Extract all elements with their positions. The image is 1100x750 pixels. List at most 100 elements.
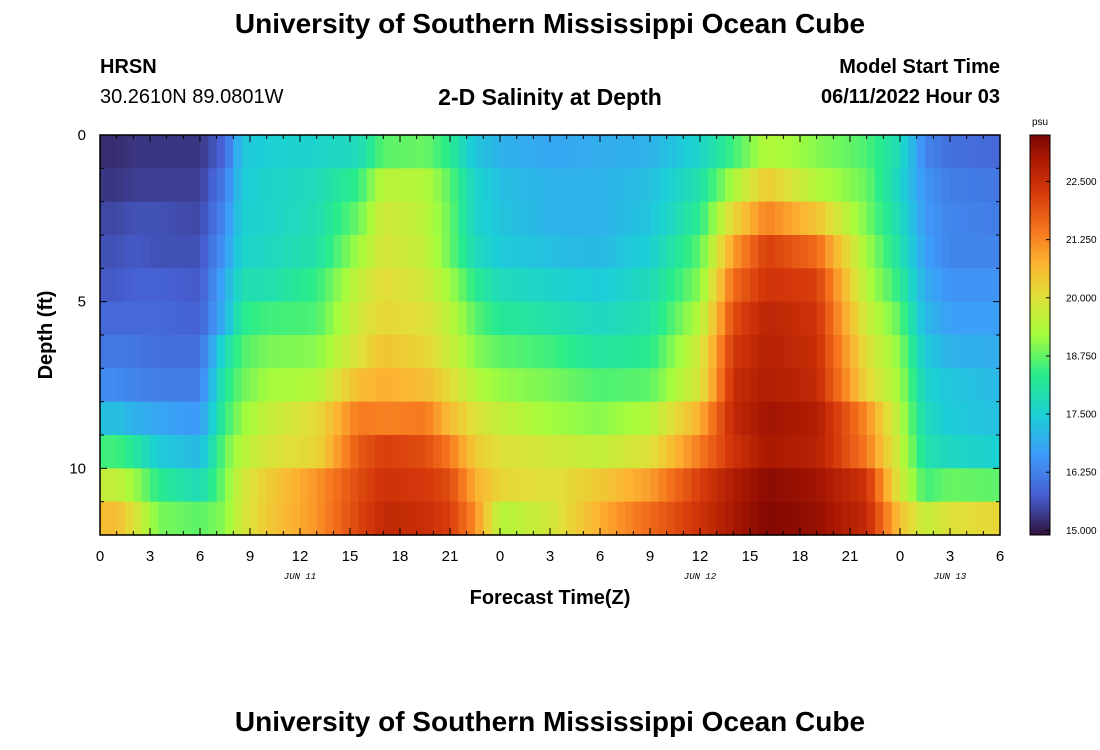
- heatmap-cell: [741, 368, 751, 403]
- heatmap-cell: [133, 335, 143, 369]
- heatmap-cell: [133, 268, 143, 303]
- heatmap-cell: [908, 368, 918, 403]
- heatmap-cell: [741, 335, 751, 369]
- heatmap-cell: [708, 335, 718, 369]
- heatmap-cell: [125, 501, 134, 536]
- heatmap-cell: [525, 301, 534, 336]
- heatmap-cell: [800, 301, 809, 336]
- heatmap-cell: [641, 168, 651, 203]
- heatmap-cell: [291, 135, 301, 169]
- heatmap-cell: [300, 501, 309, 536]
- heatmap-cell: [383, 401, 393, 436]
- heatmap-cell: [941, 368, 951, 403]
- x-tick-label: 6: [996, 548, 1004, 565]
- heatmap-cell: [591, 401, 601, 436]
- heatmap-cell: [800, 168, 809, 203]
- heatmap-cell: [766, 201, 776, 236]
- colorbar-tick-label: 21.250: [1066, 235, 1097, 246]
- heatmap-cell: [725, 168, 734, 203]
- heatmap-cell: [908, 301, 918, 336]
- heatmap-cell: [341, 401, 351, 436]
- heatmap-cell: [833, 335, 843, 369]
- heatmap-cell: [100, 235, 109, 269]
- heatmap-cell: [750, 368, 759, 403]
- heatmap-cell: [708, 468, 718, 503]
- heatmap-cell: [941, 201, 951, 236]
- heatmap-cell: [325, 168, 334, 203]
- heatmap-cell: [808, 235, 818, 269]
- heatmap-cell: [783, 501, 793, 536]
- heatmap-cell: [175, 368, 184, 403]
- heatmap-cell: [241, 435, 251, 469]
- heatmap-cell: [266, 168, 276, 203]
- heatmap-cell: [391, 335, 401, 369]
- heatmap-cell: [825, 401, 834, 436]
- heatmap-cell: [600, 401, 609, 436]
- heatmap-cell: [258, 301, 268, 336]
- heatmap-cell: [158, 235, 168, 269]
- heatmap-cell: [233, 301, 243, 336]
- heatmap-cell: [583, 168, 593, 203]
- heatmap-cell: [666, 168, 676, 203]
- heatmap-cell: [525, 335, 534, 369]
- heatmap-cell: [550, 501, 559, 536]
- colorbar-gradient: [1029, 134, 1051, 536]
- heatmap-cell: [675, 135, 684, 169]
- heatmap-cell: [450, 168, 459, 203]
- heatmap-cell: [258, 368, 268, 403]
- heatmap-cell: [441, 201, 451, 236]
- heatmap-cell: [925, 135, 934, 169]
- heatmap-cell: [983, 335, 993, 369]
- heatmap-cell: [975, 201, 984, 236]
- heatmap-cell: [933, 201, 943, 236]
- heatmap-cell: [100, 201, 109, 236]
- heatmap-cell: [950, 301, 959, 336]
- heatmap-cell: [333, 435, 343, 469]
- heatmap-cell: [650, 168, 659, 203]
- heatmap-cell: [575, 235, 584, 269]
- heatmap-cell: [175, 468, 184, 503]
- heatmap-cell: [683, 501, 693, 536]
- heatmap-cell: [366, 235, 376, 269]
- heatmap-cell: [825, 468, 834, 503]
- heatmap-cell: [758, 168, 768, 203]
- heatmap-cell: [741, 201, 751, 236]
- heatmap-cell: [758, 368, 768, 403]
- heatmap-cell: [216, 135, 226, 169]
- heatmap-cell: [266, 501, 276, 536]
- heatmap-cell: [800, 435, 809, 469]
- heatmap-cell: [666, 235, 676, 269]
- heatmap-cell: [608, 401, 618, 436]
- heatmap-cell: [658, 268, 668, 303]
- heatmap-cell: [625, 401, 634, 436]
- heatmap-cell: [775, 368, 784, 403]
- heatmap-cell: [150, 468, 159, 503]
- heatmap-cell: [416, 435, 426, 469]
- x-tick-label: 15: [342, 548, 359, 565]
- heatmap-cell: [125, 235, 134, 269]
- heatmap-cell: [291, 501, 301, 536]
- heatmap-cell: [741, 435, 751, 469]
- heatmap-cell: [708, 135, 718, 169]
- heatmap-cell: [258, 401, 268, 436]
- heatmap-cell: [425, 335, 434, 369]
- heatmap-cell: [975, 501, 984, 536]
- heatmap-cell: [816, 435, 826, 469]
- heatmap-cell: [133, 301, 143, 336]
- heatmap-cell: [183, 401, 193, 436]
- heatmap-cell: [508, 335, 518, 369]
- heatmap-cell: [516, 135, 526, 169]
- heatmap-cell: [416, 235, 426, 269]
- heatmap-cell: [883, 468, 893, 503]
- heatmap-cell: [333, 235, 343, 269]
- heatmap-cell: [175, 301, 184, 336]
- heatmap-cell: [533, 301, 543, 336]
- heatmap-cell: [933, 401, 943, 436]
- heatmap-cell: [525, 201, 534, 236]
- heatmap-cell: [883, 301, 893, 336]
- x-tick-label: 12: [292, 548, 309, 565]
- heatmap-cell: [391, 235, 401, 269]
- heatmap-cell: [650, 268, 659, 303]
- heatmap-cell: [633, 335, 643, 369]
- heatmap-cell: [908, 401, 918, 436]
